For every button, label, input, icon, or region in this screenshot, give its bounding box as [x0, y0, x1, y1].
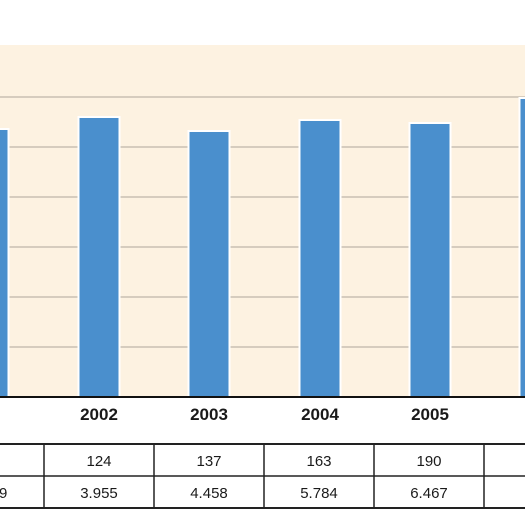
bar-2005: [408, 122, 452, 398]
bar-2003: [187, 130, 231, 398]
x-tick-labels: 120022003200420052: [80, 405, 449, 424]
table-cell: 5.784: [300, 485, 338, 502]
table-cell: 6.467: [410, 485, 448, 502]
x-tick-label: 2003: [190, 405, 228, 424]
table-cell: 190: [416, 453, 441, 470]
table-cell-partial: 9: [0, 485, 7, 502]
x-tick-label: 2004: [301, 405, 339, 424]
bars: [0, 97, 525, 398]
table-cell: 3.955: [80, 485, 118, 502]
bar-2: [518, 97, 525, 398]
table-cell: 4.458: [190, 485, 228, 502]
table-cell: 124: [86, 453, 111, 470]
bar-1: [0, 128, 10, 398]
bar-2002: [77, 116, 121, 398]
x-tick-label: 2002: [80, 405, 118, 424]
table-cell: 137: [196, 453, 221, 470]
bar-2004: [298, 119, 342, 398]
x-tick-label: 2005: [411, 405, 449, 424]
table-cell: 163: [306, 453, 331, 470]
